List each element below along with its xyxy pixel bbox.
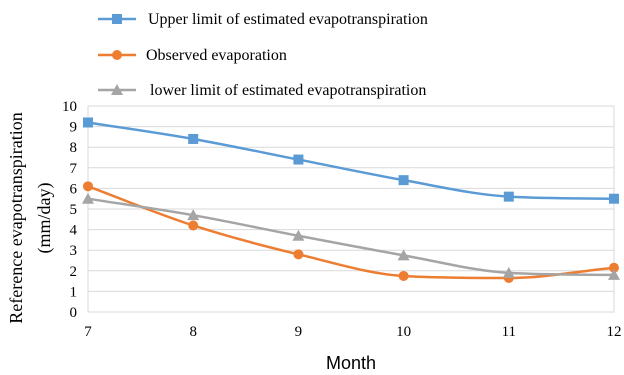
- data-point: [83, 181, 93, 192]
- x-tick-label: 10: [396, 324, 411, 340]
- data-point: [82, 192, 94, 204]
- data-point: [608, 268, 620, 280]
- y-tick-label: 7: [70, 161, 78, 177]
- series-line: [87, 197, 615, 277]
- y-tick-label: 9: [70, 120, 78, 136]
- data-point: [503, 191, 514, 202]
- legend-item-2: Observed evaporation: [98, 47, 287, 64]
- y-tick-label: 4: [70, 223, 78, 239]
- legend-item-3: lower limit of estimated evapotranspirat…: [98, 82, 426, 99]
- legend-label: Observed evaporation: [146, 47, 287, 64]
- plot-area-border: [87, 105, 615, 313]
- legend-item-1: Upper limit of estimated evapotranspirat…: [98, 11, 428, 28]
- series-line: [87, 121, 615, 200]
- y-tick-label: 6: [70, 181, 78, 197]
- data-point: [83, 117, 93, 128]
- data-point: [609, 193, 619, 204]
- data-point: [188, 133, 199, 144]
- y-tick-label: 5: [70, 202, 78, 218]
- data-point: [293, 154, 304, 165]
- data-point: [397, 249, 410, 261]
- series-group: [82, 117, 620, 284]
- y-tick-label: 1: [70, 284, 78, 300]
- series-line: [87, 185, 615, 280]
- x-tick-label: 11: [502, 324, 516, 340]
- y-axis-ticks: 0 1 2 3 4 5 6 7 8 9 10: [62, 99, 78, 321]
- x-axis-title: Month: [326, 353, 376, 373]
- x-tick-label: 12: [607, 324, 622, 340]
- data-point: [187, 209, 200, 221]
- data-point: [609, 262, 619, 273]
- y-tick-label: 2: [70, 264, 78, 280]
- data-point: [188, 220, 199, 231]
- y-axis-title-line2: (mm/day): [34, 183, 55, 254]
- x-tick-label: 7: [84, 324, 92, 340]
- data-point: [502, 266, 515, 278]
- legend-label: lower limit of estimated evapotranspirat…: [150, 82, 426, 99]
- series-1: [83, 117, 619, 204]
- y-tick-label: 0: [70, 305, 78, 321]
- x-tick-label: 8: [189, 324, 197, 340]
- data-point: [293, 249, 304, 260]
- y-axis-title-line1: Reference evapotranspiration: [6, 112, 26, 323]
- y-tick-label: 10: [62, 99, 77, 115]
- data-point: [398, 175, 409, 186]
- data-point: [292, 229, 305, 241]
- legend: Upper limit of estimated evapotranspirat…: [98, 11, 428, 99]
- legend-marker: [112, 14, 122, 24]
- data-point: [398, 270, 409, 281]
- gridlines: [87, 105, 615, 313]
- legend-marker: [111, 84, 123, 95]
- x-axis-ticks: 7 8 9 10 11 12: [84, 324, 621, 340]
- legend-marker: [112, 50, 122, 60]
- y-tick-label: 3: [70, 243, 78, 259]
- x-tick-label: 9: [295, 324, 303, 340]
- legend-label: Upper limit of estimated evapotranspirat…: [148, 11, 428, 28]
- y-tick-label: 8: [70, 140, 78, 156]
- series-3: [82, 192, 620, 280]
